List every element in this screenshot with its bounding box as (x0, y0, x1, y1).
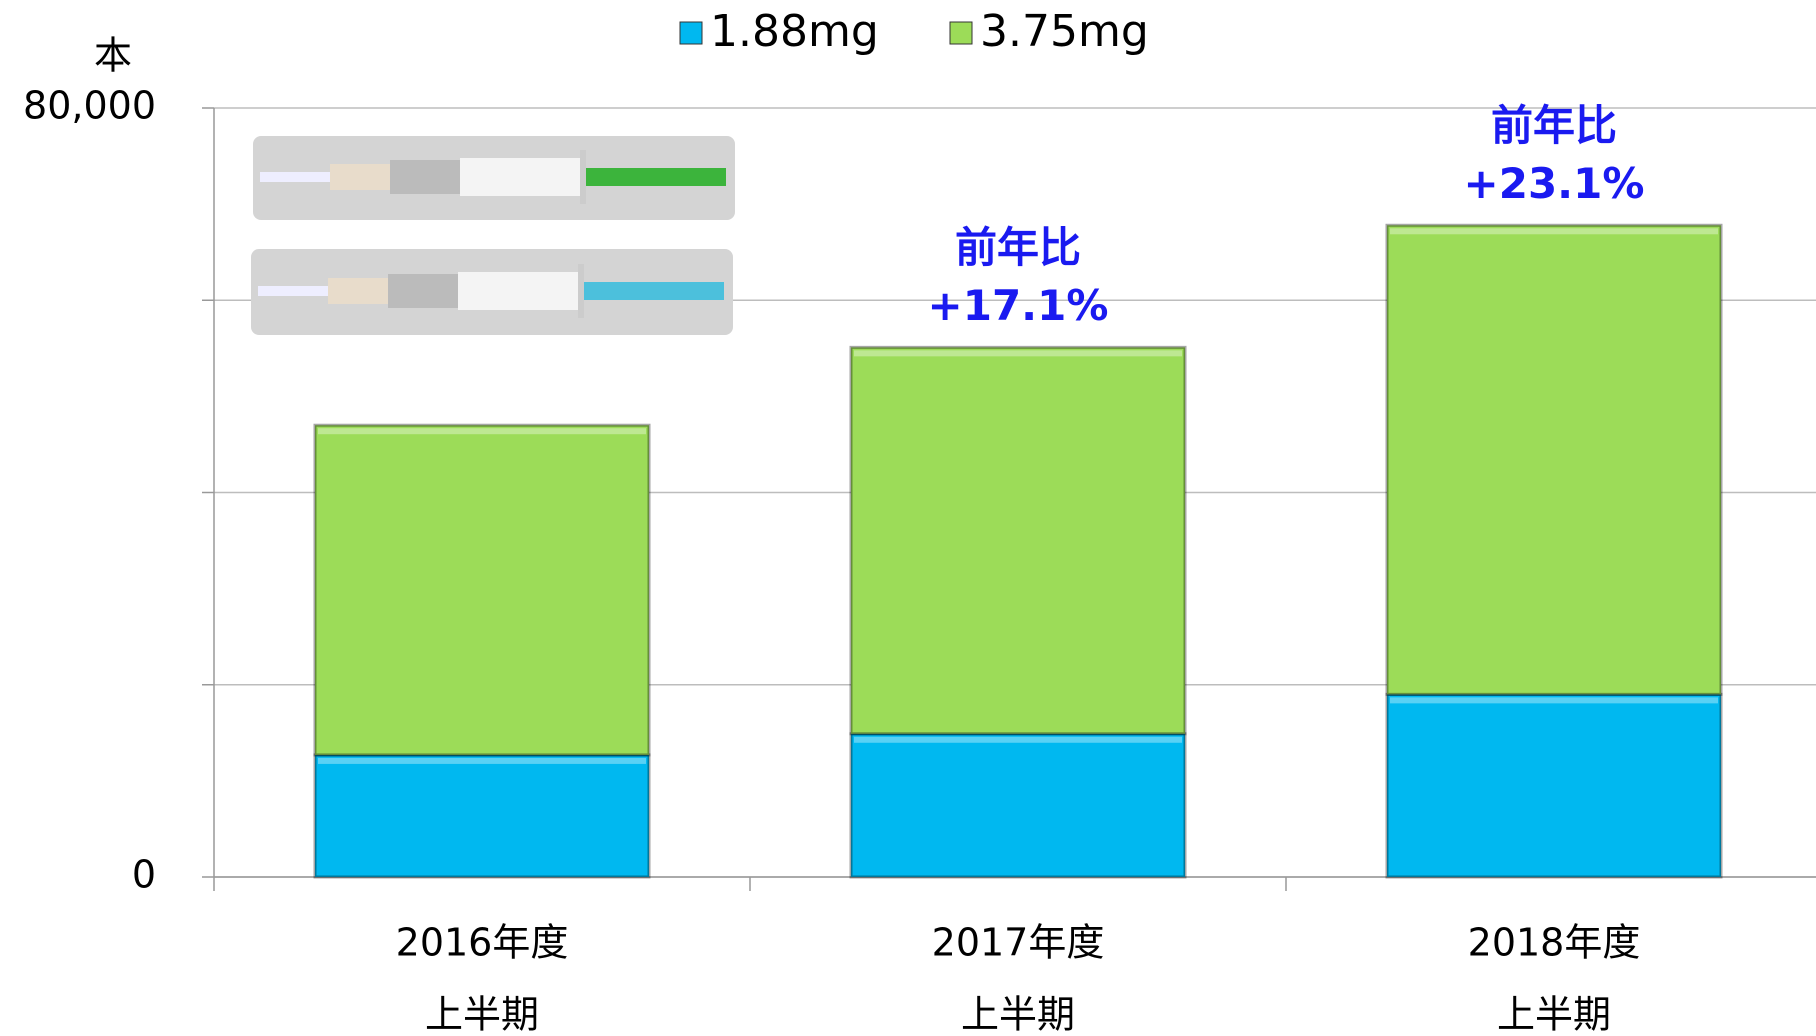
product-image (251, 136, 735, 335)
bar-segment (851, 734, 1185, 877)
x-tick-label: 2016年度 (396, 921, 569, 965)
bar-highlight (854, 737, 1182, 743)
x-tick-label: 2018年度 (1468, 921, 1641, 965)
bar-highlight (1390, 228, 1718, 234)
bar-segment (1387, 694, 1721, 877)
bar-segment (315, 425, 649, 755)
y-tick-label: 80,000 (23, 84, 156, 128)
bar-highlight (854, 350, 1182, 356)
page: {"chart_data": {"type": "stacked-bar", "… (0, 0, 1816, 1036)
bar-segment (851, 347, 1185, 733)
y-tick-label: 0 (132, 853, 156, 897)
x-tick-label: 上半期 (961, 993, 1075, 1036)
x-tick-label: 上半期 (1497, 993, 1611, 1036)
x-tick-label: 上半期 (425, 993, 539, 1036)
legend-swatch (680, 22, 702, 44)
bar-highlight (1390, 697, 1718, 703)
annotation: 前年比 (955, 223, 1081, 272)
chart: 本 080,0001.88mg3.75mg2016年度上半期2017年度上半期前… (0, 0, 1816, 1036)
bar-segment (315, 755, 649, 877)
bar-highlight (318, 758, 646, 764)
legend-swatch (950, 22, 972, 44)
annotation: +23.1% (1464, 159, 1645, 208)
bar-highlight (318, 428, 646, 434)
y-axis-label: 本 (94, 34, 132, 78)
bar-segment (1387, 225, 1721, 694)
annotation: +17.1% (928, 281, 1109, 330)
x-tick-label: 2017年度 (932, 921, 1105, 965)
annotation: 前年比 (1491, 101, 1617, 150)
legend-label: 1.88mg (710, 6, 879, 57)
legend-label: 3.75mg (980, 6, 1149, 57)
